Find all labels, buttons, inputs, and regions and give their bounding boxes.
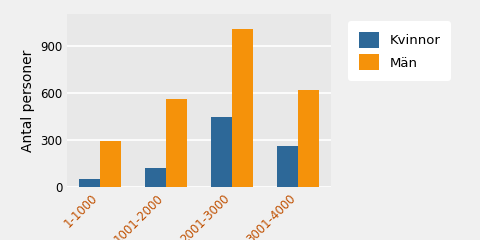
Y-axis label: Antal personer: Antal personer [21, 50, 35, 152]
Bar [79, 179, 100, 187]
Bar [298, 90, 319, 187]
Bar [211, 116, 232, 187]
Bar [145, 168, 166, 187]
Bar [277, 146, 298, 187]
Bar [166, 99, 187, 187]
Bar [232, 29, 253, 187]
Bar [100, 141, 121, 187]
Legend: Kvinnor, Män: Kvinnor, Män [348, 21, 451, 81]
